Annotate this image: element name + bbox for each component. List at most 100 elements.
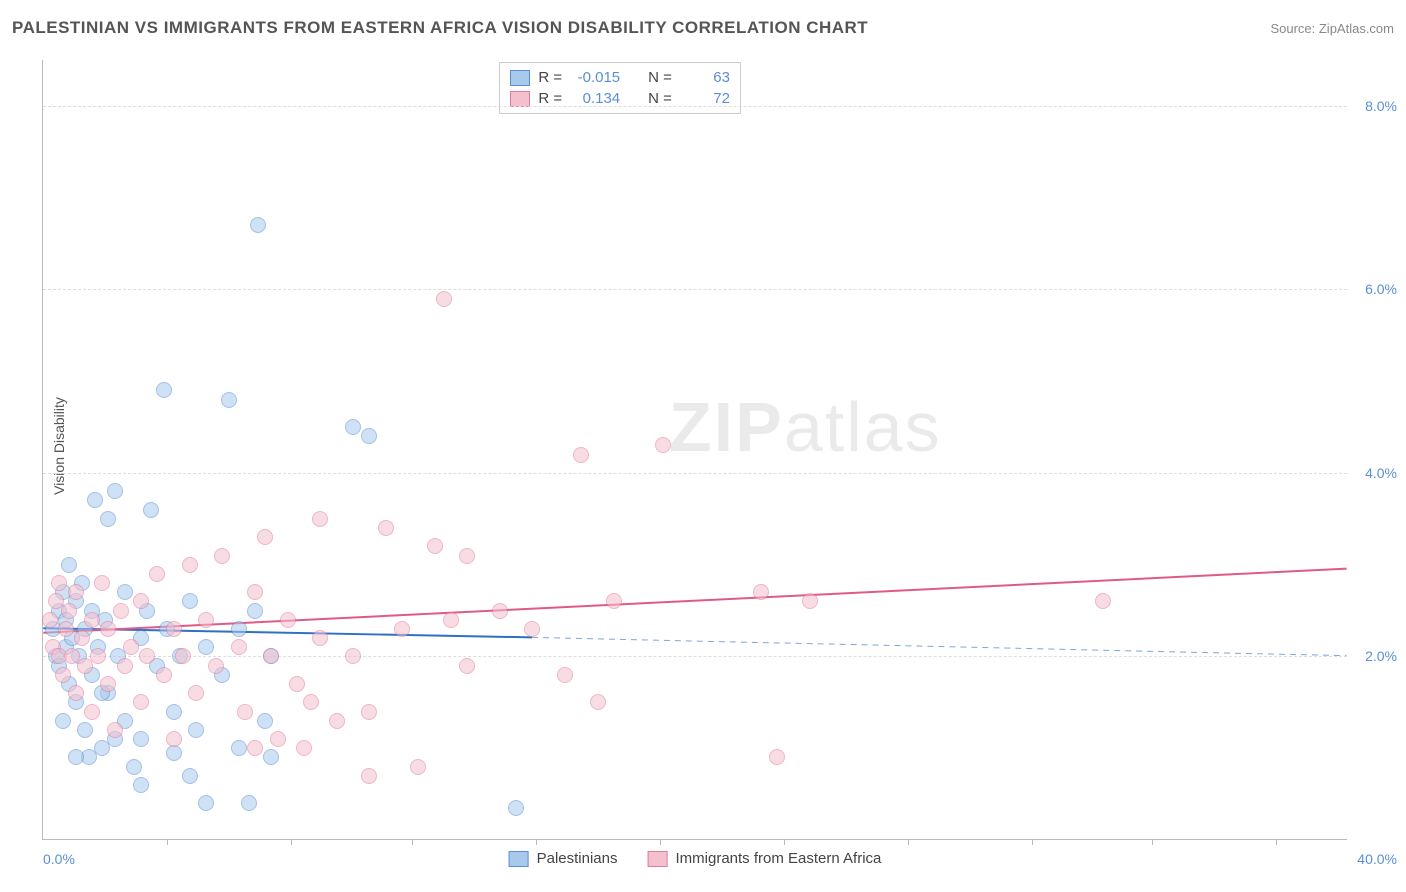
gridline bbox=[43, 656, 1347, 657]
legend-n-value: 72 bbox=[680, 90, 730, 107]
data-point-eastern_africa bbox=[492, 603, 508, 619]
gridline bbox=[43, 289, 1347, 290]
trend-lines bbox=[43, 60, 1347, 839]
data-point-eastern_africa bbox=[524, 621, 540, 637]
data-point-palestinians bbox=[117, 584, 133, 600]
data-point-eastern_africa bbox=[100, 676, 116, 692]
legend-swatch bbox=[510, 70, 530, 86]
data-point-eastern_africa bbox=[100, 621, 116, 637]
data-point-eastern_africa bbox=[361, 768, 377, 784]
x-axis-max-label: 40.0% bbox=[1357, 851, 1397, 867]
source-prefix: Source: bbox=[1270, 21, 1318, 36]
data-point-palestinians bbox=[231, 740, 247, 756]
watermark: ZIPatlas bbox=[669, 387, 942, 467]
x-tick bbox=[1032, 839, 1033, 845]
data-point-palestinians bbox=[188, 722, 204, 738]
data-point-palestinians bbox=[133, 731, 149, 747]
data-point-palestinians bbox=[133, 777, 149, 793]
data-point-eastern_africa bbox=[175, 648, 191, 664]
data-point-palestinians bbox=[68, 749, 84, 765]
data-point-palestinians bbox=[166, 704, 182, 720]
source-name: ZipAtlas.com bbox=[1319, 21, 1394, 36]
data-point-eastern_africa bbox=[655, 437, 671, 453]
x-tick bbox=[1276, 839, 1277, 845]
data-point-eastern_africa bbox=[149, 566, 165, 582]
data-point-eastern_africa bbox=[58, 621, 74, 637]
data-point-palestinians bbox=[257, 713, 273, 729]
y-tick-label: 2.0% bbox=[1352, 648, 1397, 664]
trend-line bbox=[43, 628, 532, 637]
data-point-eastern_africa bbox=[459, 658, 475, 674]
data-point-eastern_africa bbox=[247, 584, 263, 600]
data-point-eastern_africa bbox=[42, 612, 58, 628]
data-point-eastern_africa bbox=[1095, 593, 1111, 609]
data-point-eastern_africa bbox=[182, 557, 198, 573]
data-point-eastern_africa bbox=[74, 630, 90, 646]
data-point-eastern_africa bbox=[166, 621, 182, 637]
data-point-eastern_africa bbox=[573, 447, 589, 463]
data-point-eastern_africa bbox=[231, 639, 247, 655]
legend-item-palestinians: Palestinians bbox=[509, 850, 618, 867]
source-credit: Source: ZipAtlas.com bbox=[1270, 21, 1394, 36]
data-point-eastern_africa bbox=[312, 630, 328, 646]
data-point-palestinians bbox=[126, 759, 142, 775]
data-point-palestinians bbox=[250, 217, 266, 233]
watermark-light: atlas bbox=[784, 388, 942, 466]
series-legend: Palestinians Immigrants from Eastern Afri… bbox=[509, 850, 882, 867]
data-point-eastern_africa bbox=[378, 520, 394, 536]
data-point-eastern_africa bbox=[237, 704, 253, 720]
legend-n-label: N = bbox=[648, 69, 672, 86]
legend-label: Immigrants from Eastern Africa bbox=[675, 850, 881, 867]
data-point-eastern_africa bbox=[117, 658, 133, 674]
data-point-palestinians bbox=[345, 419, 361, 435]
data-point-palestinians bbox=[198, 795, 214, 811]
data-point-eastern_africa bbox=[303, 694, 319, 710]
data-point-eastern_africa bbox=[394, 621, 410, 637]
data-point-eastern_africa bbox=[590, 694, 606, 710]
data-point-palestinians bbox=[241, 795, 257, 811]
data-point-eastern_africa bbox=[214, 548, 230, 564]
data-point-palestinians bbox=[55, 713, 71, 729]
data-point-palestinians bbox=[221, 392, 237, 408]
data-point-eastern_africa bbox=[94, 575, 110, 591]
data-point-eastern_africa bbox=[113, 603, 129, 619]
data-point-eastern_africa bbox=[436, 291, 452, 307]
data-point-eastern_africa bbox=[55, 667, 71, 683]
data-point-palestinians bbox=[263, 749, 279, 765]
data-point-palestinians bbox=[166, 745, 182, 761]
data-point-eastern_africa bbox=[753, 584, 769, 600]
x-tick bbox=[784, 839, 785, 845]
data-point-palestinians bbox=[361, 428, 377, 444]
data-point-palestinians bbox=[182, 593, 198, 609]
y-tick-label: 8.0% bbox=[1352, 98, 1397, 114]
legend-swatch bbox=[509, 851, 529, 867]
watermark-bold: ZIP bbox=[669, 388, 784, 466]
data-point-eastern_africa bbox=[769, 749, 785, 765]
x-tick bbox=[536, 839, 537, 845]
x-tick bbox=[660, 839, 661, 845]
x-tick bbox=[908, 839, 909, 845]
data-point-palestinians bbox=[107, 483, 123, 499]
data-point-eastern_africa bbox=[361, 704, 377, 720]
data-point-eastern_africa bbox=[139, 648, 155, 664]
x-axis-min-label: 0.0% bbox=[43, 851, 75, 867]
x-tick bbox=[167, 839, 168, 845]
scatter-chart: ZIPatlas 0.0% 40.0% R =-0.015N =63R =0.1… bbox=[42, 60, 1347, 840]
data-point-eastern_africa bbox=[68, 584, 84, 600]
data-point-palestinians bbox=[143, 502, 159, 518]
data-point-palestinians bbox=[61, 557, 77, 573]
legend-r-value: -0.015 bbox=[570, 69, 620, 86]
chart-title: PALESTINIAN VS IMMIGRANTS FROM EASTERN A… bbox=[12, 18, 868, 38]
data-point-eastern_africa bbox=[166, 731, 182, 747]
data-point-eastern_africa bbox=[329, 713, 345, 729]
data-point-eastern_africa bbox=[459, 548, 475, 564]
data-point-eastern_africa bbox=[427, 538, 443, 554]
gridline bbox=[43, 106, 1347, 107]
data-point-eastern_africa bbox=[443, 612, 459, 628]
legend-n-value: 63 bbox=[680, 69, 730, 86]
data-point-eastern_africa bbox=[84, 612, 100, 628]
data-point-eastern_africa bbox=[263, 648, 279, 664]
data-point-palestinians bbox=[77, 722, 93, 738]
data-point-eastern_africa bbox=[312, 511, 328, 527]
data-point-eastern_africa bbox=[208, 658, 224, 674]
